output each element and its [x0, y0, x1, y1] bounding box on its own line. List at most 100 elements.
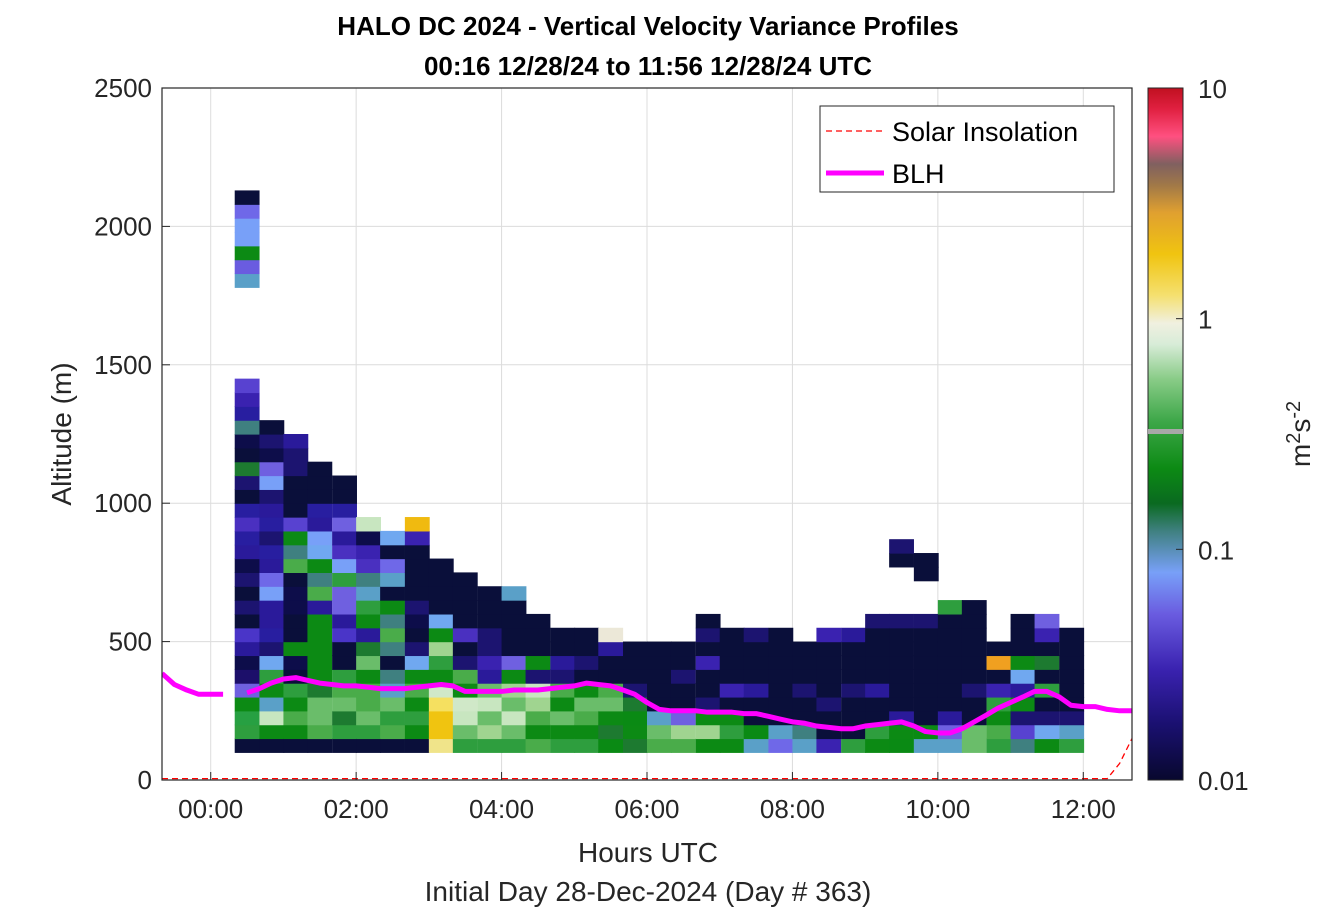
heatmap-cell-29-5 — [937, 669, 963, 684]
heatmap-cell-4-18 — [332, 489, 357, 504]
heatmap-cell-31-6 — [986, 655, 1012, 670]
x-tick-label-4: 08:00 — [760, 794, 825, 824]
x-tick-label-3: 06:00 — [614, 794, 679, 824]
heatmap-cell-0-25 — [234, 392, 260, 407]
heatmap-cell-16-2 — [623, 710, 648, 726]
heatmap-cell-19-1 — [695, 724, 721, 740]
heatmap-cell-31-4 — [986, 683, 1012, 698]
heatmap-cell-33-5 — [1034, 669, 1060, 684]
heatmap-cell-27-5 — [889, 669, 914, 684]
heatmap-cell-11-7 — [501, 641, 527, 657]
heatmap-cell-28-2 — [913, 710, 939, 726]
heatmap-cell-18-6 — [670, 655, 696, 670]
y-tick-label-5: 2500 — [94, 73, 152, 103]
heatmap-cell-3-13 — [307, 558, 333, 573]
colorbar-ticks: 0.01 0.1 1 10 — [1176, 74, 1249, 796]
heatmap-cell-23-6 — [792, 655, 818, 670]
heatmap-cell-22-0 — [768, 738, 794, 753]
y-tick-label-2: 1000 — [94, 488, 152, 518]
heatmap-cell-2-20 — [283, 461, 309, 477]
heatmap-cell-34-7 — [1059, 641, 1085, 657]
heatmap-cell-17-6 — [647, 655, 672, 670]
heatmap-cell-32-6 — [1010, 655, 1036, 670]
heatmap-cell-17-4 — [647, 683, 672, 698]
heatmap-cell-10-0 — [477, 738, 503, 753]
heatmap-cell-9-11 — [452, 586, 478, 601]
heatmap-cell-4-10 — [332, 600, 357, 615]
heatmap-cell-2-11 — [283, 586, 309, 601]
y-tick-label-4: 2000 — [94, 211, 152, 241]
heatmap-cell-3-19 — [307, 475, 333, 490]
heatmap-cell-24-7 — [816, 641, 842, 657]
heatmap-cell-17-0 — [647, 738, 672, 753]
heatmap-cell-25-8 — [841, 627, 866, 643]
heatmap-cell-20-5 — [719, 669, 745, 684]
heatmap-cell-21-6 — [743, 655, 769, 670]
heatmap-cell-20-8 — [719, 627, 745, 643]
heatmap-cell-0-2 — [234, 710, 260, 726]
heatmap-cell-30-2 — [961, 710, 987, 726]
heatmap-cell-30-0 — [961, 738, 987, 753]
heatmap-cell-29-6 — [937, 655, 963, 670]
heatmap-cell-23-7 — [792, 641, 818, 657]
heatmap-cell-8-1 — [428, 724, 454, 740]
heatmap-cell-16-1 — [623, 724, 648, 740]
heatmap-cell-11-2 — [501, 710, 527, 726]
heatmap-cell-23-0 — [792, 738, 818, 753]
heatmap-cell-0-23 — [234, 420, 260, 435]
heatmap-cell-22-6 — [768, 655, 794, 670]
heatmap-cell-20-7 — [719, 641, 745, 657]
heatmap-cell-2-16 — [283, 517, 309, 532]
heatmap-cell-5-9 — [356, 613, 381, 629]
heatmap-cell-3-8 — [307, 627, 333, 643]
heatmap-cell-11-8 — [501, 627, 527, 643]
heatmap-cell-7-14 — [404, 544, 430, 560]
heatmap-cell-8-9 — [428, 613, 454, 629]
heatmap-cell-8-7 — [428, 641, 454, 657]
heatmap-cell-18-4 — [670, 683, 696, 698]
heatmap-cell-12-3 — [525, 696, 551, 712]
heatmap-cell-2-21 — [283, 447, 309, 463]
heatmap-cell-6-7 — [380, 641, 405, 657]
heatmap-cell-10-9 — [477, 613, 503, 629]
heatmap-cell-28-3 — [913, 696, 939, 712]
heatmap-cell-24-5 — [816, 669, 842, 684]
heatmap-cell-2-12 — [283, 572, 309, 587]
heatmap-cell-0-19 — [234, 475, 260, 490]
heatmap-cell-5-6 — [356, 655, 381, 670]
heatmap-cell-3-1 — [307, 724, 333, 740]
heatmap-cell-10-6 — [477, 655, 503, 670]
colorbar-tick-label-1: 0.1 — [1198, 535, 1234, 565]
heatmap-cell-0-5 — [234, 669, 260, 684]
heatmap-cell-4-3 — [332, 696, 357, 712]
heatmap-cell-8-5 — [428, 669, 454, 684]
heatmap-cell-32-5 — [1010, 669, 1036, 684]
heatmap-cell-0-22 — [234, 434, 260, 449]
blh-line-segment-1 — [162, 671, 224, 697]
heatmap-cell-27-10 — [889, 553, 914, 568]
heatmap-cell-20-6 — [719, 655, 745, 670]
heatmap-cell-1-8 — [259, 627, 285, 643]
heatmap-cell-6-12 — [380, 572, 405, 587]
heatmap-cell-7-2 — [404, 710, 430, 726]
heatmap-cell-0-6 — [234, 655, 260, 670]
heatmap-cell-2-18 — [283, 489, 309, 504]
heatmap-cell-26-3 — [865, 696, 890, 712]
chart-subtitle: 00:16 12/28/24 to 11:56 12/28/24 UTC — [424, 51, 872, 81]
heatmap-cell-3-14 — [307, 544, 333, 560]
heatmap-cell-5-15 — [356, 530, 381, 546]
heatmap-cell-30-1 — [961, 724, 987, 740]
heatmap-cell-5-12 — [356, 572, 381, 587]
heatmap-cell-3-15 — [307, 530, 333, 546]
colorbar-marker — [1148, 429, 1183, 434]
heatmap-cell-19-6 — [695, 655, 721, 670]
heatmap-cell-33-9 — [1034, 613, 1060, 629]
heatmap-cell-4-19 — [332, 475, 357, 490]
heatmap-cell-0-11 — [234, 586, 260, 601]
x-tick-label-1: 02:00 — [324, 794, 389, 824]
heatmap-cell-29-3 — [937, 696, 963, 712]
heatmap-cell-24-2 — [816, 710, 842, 726]
heatmap-cell-13-7 — [550, 641, 576, 657]
heatmap-cell-20-3 — [719, 696, 745, 712]
heatmap-cell-3-4 — [307, 683, 333, 698]
